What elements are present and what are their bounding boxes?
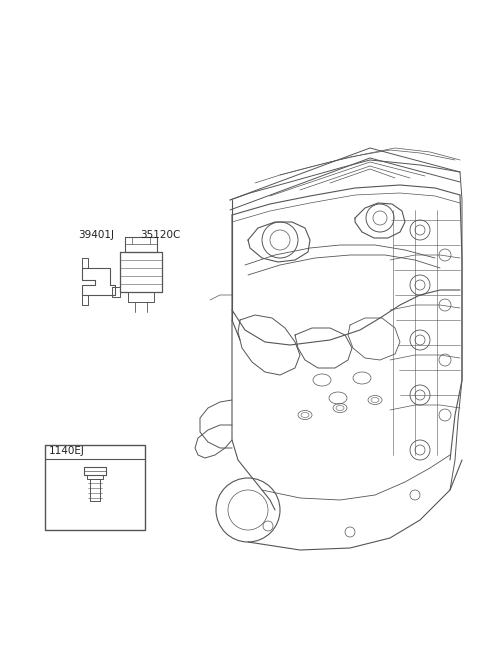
Text: 39401J: 39401J [78,230,114,240]
Text: 35120C: 35120C [140,230,180,240]
Text: 1140EJ: 1140EJ [49,446,85,456]
